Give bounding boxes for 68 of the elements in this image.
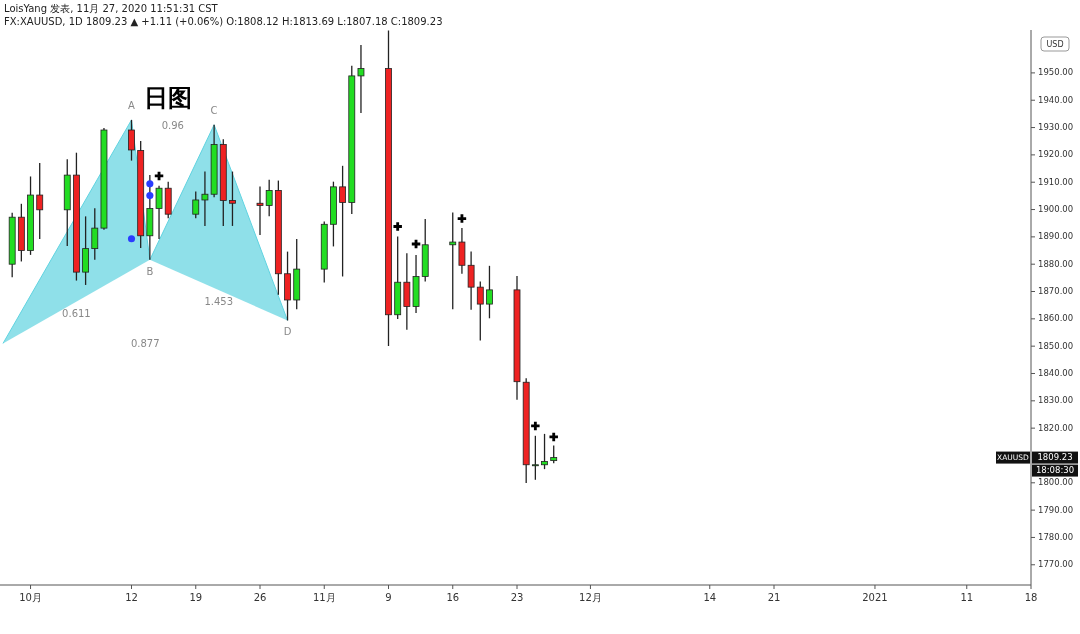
x-tick-label: 16 [446, 592, 460, 603]
text: 日图 [144, 84, 192, 112]
y-tick-label: 1890.00 [1038, 231, 1074, 242]
candlestick [541, 433, 548, 470]
candlestick [486, 265, 493, 319]
point [457, 214, 467, 223]
x-tick-label: 12月 [579, 592, 602, 603]
point [549, 432, 558, 442]
y-tick-label: 1910.00 [1038, 176, 1074, 187]
y-tick-label: 1800.00 [1038, 477, 1074, 488]
candlestick [128, 119, 135, 162]
annotation: 0.877 [130, 337, 160, 349]
y-tick-label: 1830.00 [1038, 395, 1074, 406]
y-tick-label: 1940.00 [1038, 94, 1074, 105]
x-tick-label: 26 [253, 592, 267, 603]
y-tick-label: 1770.00 [1038, 559, 1074, 570]
candlestick [91, 207, 99, 261]
annotation: A [128, 99, 136, 111]
y-tick-label: 1900.00 [1038, 204, 1074, 215]
x-tick-label: 10月 [19, 592, 42, 603]
annotation: 1.453 [204, 296, 234, 308]
point [146, 180, 154, 188]
candlestick [449, 211, 457, 310]
y-tick-label: 1920.00 [1038, 149, 1074, 160]
point [127, 235, 136, 243]
x-tick-label: 14 [703, 592, 717, 603]
y-tick-label: 1780.00 [1038, 531, 1074, 542]
annotation: D [283, 326, 292, 338]
candlestick [265, 179, 273, 218]
candlestick [357, 44, 365, 114]
annotation: 0.96 [161, 120, 184, 132]
text: USD [1046, 39, 1064, 49]
y-tick-label: 1950.00 [1038, 67, 1074, 78]
y-tick-label: 1880.00 [1038, 258, 1074, 269]
y-tick-label: 1860.00 [1038, 313, 1074, 324]
y-tick-label: 1930.00 [1038, 122, 1074, 133]
text: 18:08:30 [1035, 465, 1075, 476]
candlestick [192, 190, 200, 219]
y-tick-label: 1870.00 [1038, 286, 1074, 297]
x-tick-label: 11月 [312, 592, 336, 603]
candlestick [256, 185, 264, 236]
x-tick-label: 23 [510, 592, 524, 603]
candlestick [339, 165, 347, 278]
text: LoisYang 发表, 11月 27, 2020 11:51:31 CST [4, 3, 219, 14]
candlestick [476, 280, 484, 342]
y-tick-label: 1850.00 [1038, 340, 1074, 351]
x-tick-label: 18 [1024, 592, 1038, 603]
candlestick [82, 215, 90, 286]
y-tick-label: 1840.00 [1038, 367, 1074, 378]
annotation: C [210, 104, 218, 116]
annotation: B [146, 265, 154, 277]
point [531, 421, 540, 431]
x-tick-label: 11 [960, 592, 974, 603]
point [393, 222, 402, 231]
candlestick [229, 170, 236, 227]
x-tick-label: 2021 [862, 592, 888, 603]
candlestick [531, 435, 539, 481]
x-tick-label: 21 [767, 592, 781, 603]
point [146, 192, 154, 200]
y-tick-label: 1820.00 [1038, 422, 1074, 433]
annotation: 0.611 [62, 307, 91, 319]
x-tick-label: 9 [385, 592, 392, 603]
x-tick-label: 19 [189, 592, 203, 603]
y-tick-label: 1790.00 [1038, 504, 1074, 515]
text: 1809.23 [1037, 452, 1073, 463]
x-tick-label: 12 [125, 592, 138, 603]
candlestick [36, 162, 44, 240]
chart-subtitle: FX:XAUUSD, 1D 1809.23 ▲ +1.11 (+0.06%) O:1808.12 H:1813.69 L:1807.18 C:1809.23 [4, 16, 443, 27]
